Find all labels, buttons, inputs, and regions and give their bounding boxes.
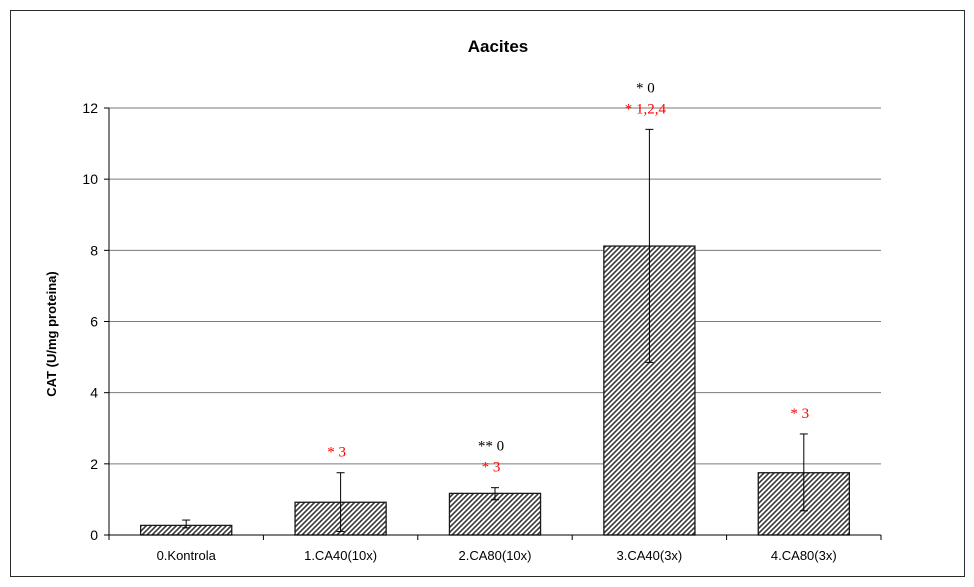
chart-title: Aacites xyxy=(468,37,528,56)
x-tick-labels: 0.Kontrola 1.CA40(10x) 2.CA80(10x) 3.CA40(3… xyxy=(157,548,837,563)
y-tick-label: 10 xyxy=(82,171,98,187)
y-axis-label: CAT (U/mg proteina) xyxy=(44,271,59,396)
x-tick-label: 0.Kontrola xyxy=(157,548,217,563)
axes xyxy=(104,107,882,540)
gridlines xyxy=(109,107,881,465)
significance-annotation: * 3 xyxy=(790,406,809,422)
significance-annotation: ** 0 xyxy=(478,439,504,455)
y-tick-label: 2 xyxy=(90,456,98,472)
significance-annotation: * 3 xyxy=(327,445,346,461)
y-tick-label: 6 xyxy=(90,314,98,330)
error-bars xyxy=(182,128,808,532)
significance-annotation: * 3 xyxy=(482,460,501,476)
y-tick-label: 4 xyxy=(90,385,98,401)
significance-annotations: * 3 ** 0 * 3 * 0 * 1,2,4 * 3 xyxy=(327,80,809,475)
y-tick-label: 12 xyxy=(82,100,98,116)
x-tick-label: 1.CA40(10x) xyxy=(304,548,377,563)
significance-annotation: * 1,2,4 xyxy=(625,101,667,117)
significance-annotation: * 0 xyxy=(636,80,655,96)
bar xyxy=(448,492,542,536)
chart-frame: Aacites CAT (U/mg proteina) 0 2 4 6 8 10 12 0.… xyxy=(10,10,965,577)
y-tick-label: 8 xyxy=(90,242,98,258)
y-tick-label: 0 xyxy=(90,527,98,543)
bar-chart: Aacites CAT (U/mg proteina) 0 2 4 6 8 10 12 0.… xyxy=(44,37,882,563)
x-tick-label: 2.CA80(10x) xyxy=(459,548,532,563)
y-tick-labels: 0 2 4 6 8 10 12 xyxy=(82,100,98,543)
x-tick-label: 3.CA40(3x) xyxy=(617,548,683,563)
x-tick-label: 4.CA80(3x) xyxy=(771,548,837,563)
